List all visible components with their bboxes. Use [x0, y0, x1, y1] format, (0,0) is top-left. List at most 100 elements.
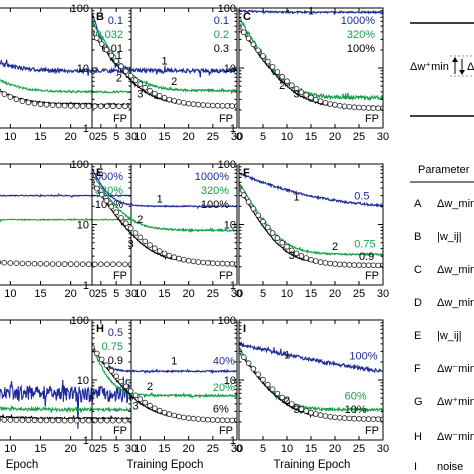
fp-marker: [312, 258, 319, 264]
fp-marker: [118, 378, 124, 385]
fp-marker: [132, 392, 139, 399]
fp-marker: [274, 235, 281, 241]
fp-marker: [110, 103, 116, 110]
y-tick-label: 100: [218, 315, 236, 327]
fp-marker: [98, 261, 104, 268]
y-tick-label: 1: [230, 280, 236, 292]
fp-marker: [279, 239, 286, 246]
fp-marker: [370, 262, 377, 269]
fp-marker: [104, 261, 110, 268]
y-tick-label: 10: [77, 220, 89, 232]
x-tick-label: 30: [377, 288, 389, 300]
fp-marker: [25, 260, 32, 267]
fp-marker: [43, 102, 50, 108]
legend-entry: 1000%: [341, 15, 375, 27]
plot-area: [92, 343, 237, 424]
curve-label-2: 2: [171, 76, 177, 88]
parameter-row-value: Δw_min: [437, 198, 474, 210]
fp-marker: [303, 408, 310, 414]
fp-marker: [293, 403, 300, 410]
fp-marker: [142, 238, 149, 245]
fp-marker: [73, 417, 80, 424]
curve-label-3: 3: [137, 89, 143, 101]
x-tick-label: 20: [65, 288, 77, 300]
curve-label-2: 2: [147, 381, 153, 393]
plot-area: [239, 340, 383, 423]
x-tick-label: 15: [34, 288, 46, 300]
fp-marker: [341, 103, 348, 110]
y-tick-label: 100: [218, 159, 236, 171]
x-tick-label: 15: [158, 288, 170, 300]
x-axis-label-col2: Training Epoch: [274, 459, 351, 471]
fp-marker: [92, 103, 98, 109]
curve-label-2: 2: [137, 214, 143, 226]
fp-marker: [122, 261, 128, 268]
fp-marker: [312, 411, 319, 417]
x-tick-label: 20: [65, 443, 77, 455]
x-tick-label: 20: [183, 443, 195, 455]
parameter-row-value: Δw_min: [437, 297, 474, 309]
fp-marker: [171, 98, 178, 104]
x-tick-label: 30: [125, 443, 137, 455]
x-tick-label: 5: [113, 443, 119, 455]
fp-marker: [375, 262, 382, 269]
x-tick-label: 25: [95, 131, 107, 143]
curve-label-1: 1: [157, 194, 163, 206]
parameter-row-value: noise: [437, 461, 463, 473]
fp-marker: [351, 415, 358, 422]
panel-letter: C: [243, 11, 251, 23]
fp-marker: [98, 417, 104, 424]
fp-marker: [210, 417, 216, 423]
series-line-1: [92, 168, 237, 210]
fp-marker: [284, 78, 290, 84]
inset-label-right: Δ: [467, 61, 474, 73]
fp-marker: [234, 103, 237, 109]
fp-marker: [79, 417, 86, 424]
fp-marker: [118, 63, 124, 69]
fp-marker: [142, 399, 149, 406]
x-axis-label-col0: Epoch: [6, 459, 39, 471]
fp-marker: [79, 261, 86, 268]
legend-entry: 0.3: [214, 43, 229, 55]
fp-marker: [171, 412, 178, 419]
parameter-row-key: F: [414, 363, 421, 375]
fp-marker: [303, 255, 310, 261]
parameter-row-key: D: [414, 297, 422, 309]
x-tick-label: 20: [329, 443, 341, 455]
fp-marker: [156, 93, 163, 99]
curve-label-3: 3: [289, 250, 295, 262]
fp-marker: [195, 259, 202, 265]
fp-marker: [132, 230, 139, 236]
fp-marker: [49, 261, 56, 267]
fp-marker: [205, 416, 211, 423]
parameter-row-key: G: [414, 396, 423, 408]
x-tick-label: 10: [281, 443, 293, 455]
fp-marker: [67, 103, 74, 109]
fp-marker: [303, 92, 310, 98]
fp-marker: [365, 416, 372, 422]
fp-marker: [185, 100, 192, 107]
fp-label: FP: [113, 270, 127, 282]
fp-marker: [279, 73, 286, 80]
fp-marker: [288, 247, 295, 254]
fp-marker: [1, 91, 8, 97]
x-tick-label: 20: [183, 288, 195, 300]
series-line-2: [92, 173, 237, 233]
x-tick-label: 30: [377, 131, 389, 143]
fp-marker: [94, 185, 100, 192]
parameter-row-key: E: [414, 330, 421, 342]
fp-marker: [92, 344, 95, 351]
x-tick-label: 25: [353, 131, 365, 143]
fp-marker: [224, 103, 231, 109]
fp-marker: [269, 230, 276, 236]
x-tick-label: 10: [281, 288, 293, 300]
fp-marker: [190, 258, 197, 265]
fp-marker: [161, 250, 168, 257]
fp-marker: [255, 212, 262, 219]
x-tick-label: 20: [329, 288, 341, 300]
fp-marker: [214, 260, 221, 267]
fp-marker: [19, 417, 26, 424]
y-tick-label: 1: [83, 280, 89, 292]
